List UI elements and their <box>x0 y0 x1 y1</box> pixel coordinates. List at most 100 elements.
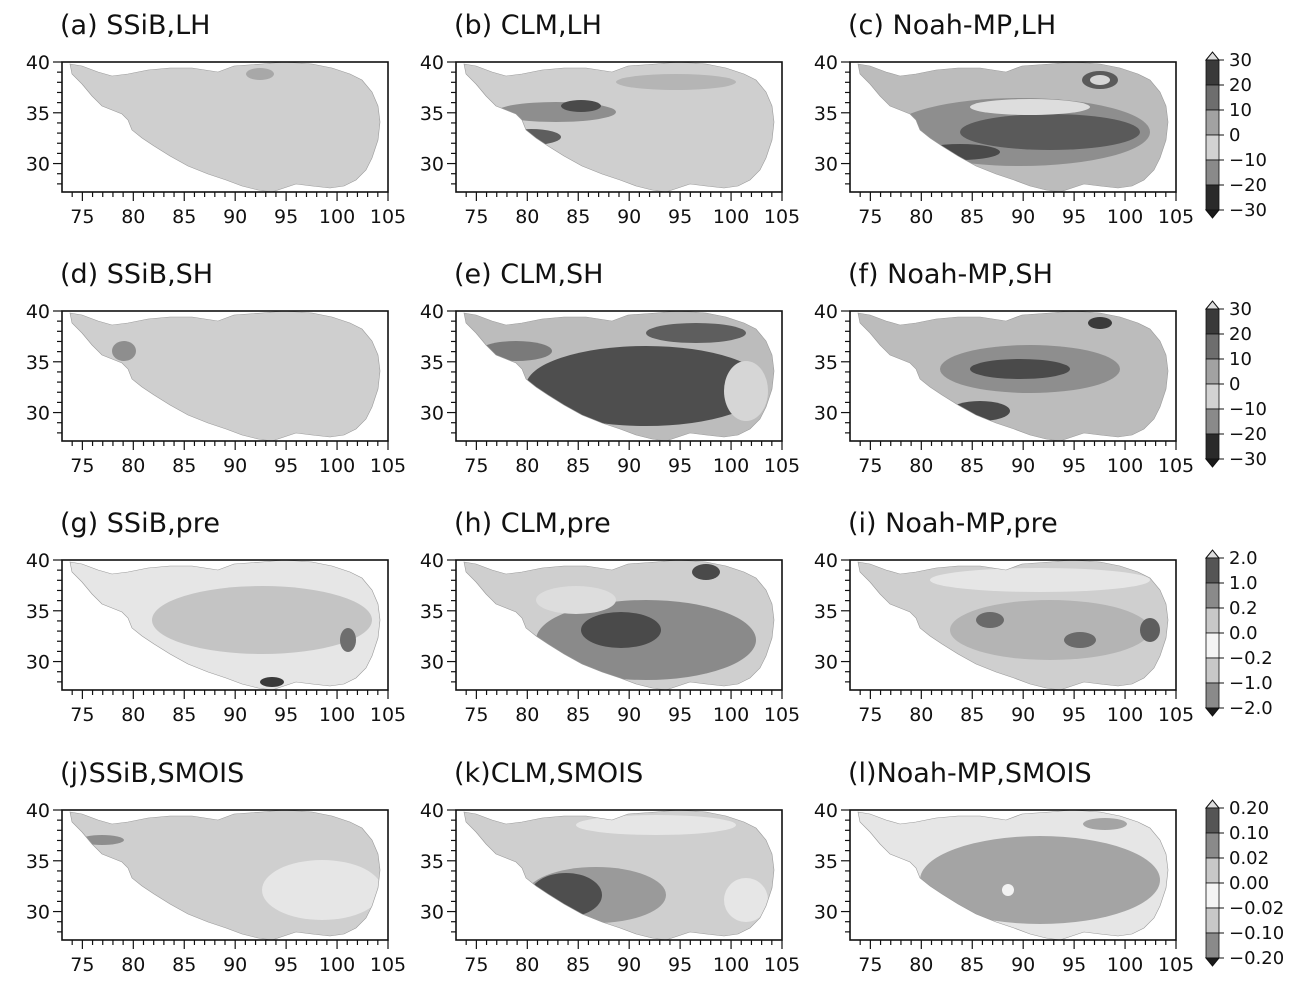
anomaly-patch <box>112 341 136 361</box>
y-tick-label: 40 <box>814 550 838 572</box>
x-tick-label: 85 <box>172 954 196 976</box>
y-tick-label: 40 <box>814 301 838 323</box>
colorbar-label: 0.20 <box>1229 798 1269 819</box>
x-tick-label: 75 <box>70 954 94 976</box>
panel-title: (h) CLM,pre <box>454 508 611 539</box>
x-tick-label: 100 <box>319 455 355 477</box>
x-tick-label: 75 <box>464 704 488 726</box>
x-tick-label: 80 <box>121 954 145 976</box>
x-tick-label: 75 <box>464 455 488 477</box>
y-tick-label: 35 <box>26 851 50 873</box>
x-tick-label: 85 <box>566 206 590 228</box>
panel-title: (f) Noah-MP,SH <box>848 259 1053 290</box>
x-tick-label: 75 <box>464 206 488 228</box>
colorbar-segment <box>1205 882 1220 909</box>
y-tick-label: 40 <box>26 800 50 822</box>
plateau-base <box>464 62 774 192</box>
x-tick-label: 95 <box>668 704 692 726</box>
x-tick-label: 75 <box>858 455 882 477</box>
colorbar-label: 0.0 <box>1229 623 1258 644</box>
x-tick-label: 105 <box>370 704 406 726</box>
map-panel: (b) CLM,LH 75 80 85 90 95 100 105 40 35 30 <box>420 10 800 228</box>
x-tick-label: 85 <box>172 455 196 477</box>
plateau-outline <box>463 809 775 941</box>
colorbar-bottom-arrow <box>1204 707 1221 717</box>
y-tick-label: 30 <box>814 154 838 176</box>
plateau-outline <box>857 809 1169 941</box>
x-tick-label: 75 <box>858 954 882 976</box>
y-tick-label: 40 <box>814 52 838 74</box>
panel-title: (a) SSiB,LH <box>60 10 210 41</box>
colorbar-segment <box>1205 109 1220 136</box>
y-tick-label: 35 <box>814 352 838 374</box>
colorbar-top-arrow <box>1204 549 1221 559</box>
colorbar-segment <box>1205 84 1220 111</box>
x-tick-label: 105 <box>370 455 406 477</box>
plateau-outline <box>463 61 775 193</box>
anomaly-patch <box>960 114 1140 150</box>
colorbar-label: −0.2 <box>1229 648 1273 669</box>
plateau-shading <box>464 560 774 690</box>
anomaly-patch <box>950 600 1150 660</box>
x-tick-label: 105 <box>1158 704 1194 726</box>
anomaly-patch <box>480 341 552 361</box>
colorbar-label: −10 <box>1229 399 1267 420</box>
colorbar: 30 20 10 0 −10 −20 −30 <box>1204 50 1267 221</box>
x-tick-label: 80 <box>909 455 933 477</box>
anomaly-patch <box>152 586 372 654</box>
x-tick-label: 100 <box>713 954 749 976</box>
colorbar-label: 0.2 <box>1229 598 1258 619</box>
colorbar-segment <box>1205 857 1220 884</box>
colorbar-segment <box>1205 932 1220 959</box>
y-tick-label: 30 <box>420 652 444 674</box>
y-tick-label: 35 <box>814 103 838 125</box>
colorbar-segment <box>1205 832 1220 859</box>
x-tick-label: 75 <box>858 704 882 726</box>
colorbar-segment <box>1205 383 1220 410</box>
y-tick-label: 35 <box>420 601 444 623</box>
colorbar-segment <box>1205 184 1220 211</box>
anomaly-patch <box>501 129 561 145</box>
x-tick-label: 95 <box>1062 954 1086 976</box>
plateau-outline <box>857 61 1169 193</box>
x-tick-label: 90 <box>223 455 247 477</box>
colorbar-segment <box>1205 358 1220 385</box>
colorbar-segment <box>1205 134 1220 161</box>
anomaly-patch <box>616 74 736 90</box>
x-tick-label: 95 <box>668 206 692 228</box>
anomaly-patch <box>262 860 380 920</box>
plateau-shading <box>858 560 1168 690</box>
x-tick-label: 85 <box>566 954 590 976</box>
x-tick-label: 80 <box>121 455 145 477</box>
x-tick-label: 80 <box>515 455 539 477</box>
colorbar-segment <box>1205 59 1220 86</box>
y-tick-label: 30 <box>814 652 838 674</box>
plateau-shading <box>858 62 1168 192</box>
anomaly-patch <box>561 100 601 112</box>
colorbar-segment <box>1205 333 1220 360</box>
plateau-shading <box>464 311 774 441</box>
x-tick-label: 80 <box>515 954 539 976</box>
colorbar-label: −0.10 <box>1229 923 1284 944</box>
x-tick-label: 80 <box>909 954 933 976</box>
map-panel: (f) Noah-MP,SH 75 80 85 90 95 100 105 40 35 30 <box>814 259 1194 477</box>
map-panel: (h) CLM,pre 75 80 85 90 95 100 105 40 35 30 <box>420 508 800 726</box>
x-tick-label: 85 <box>566 455 590 477</box>
panel-title: (b) CLM,LH <box>454 10 602 41</box>
anomaly-patch <box>724 361 768 421</box>
x-tick-label: 100 <box>713 206 749 228</box>
y-tick-label: 30 <box>814 403 838 425</box>
anomaly-patch <box>1088 317 1112 329</box>
plateau-shading <box>70 810 380 940</box>
colorbar-label: 0.00 <box>1229 873 1269 894</box>
x-tick-label: 95 <box>668 954 692 976</box>
colorbar-label: 0 <box>1229 125 1240 146</box>
x-tick-label: 75 <box>70 455 94 477</box>
colorbar-segment <box>1205 632 1220 659</box>
x-tick-label: 95 <box>1062 206 1086 228</box>
plateau-outline <box>463 559 775 691</box>
anomaly-patch <box>1090 75 1110 85</box>
x-tick-label: 90 <box>223 704 247 726</box>
colorbar-label: 0.10 <box>1229 823 1269 844</box>
